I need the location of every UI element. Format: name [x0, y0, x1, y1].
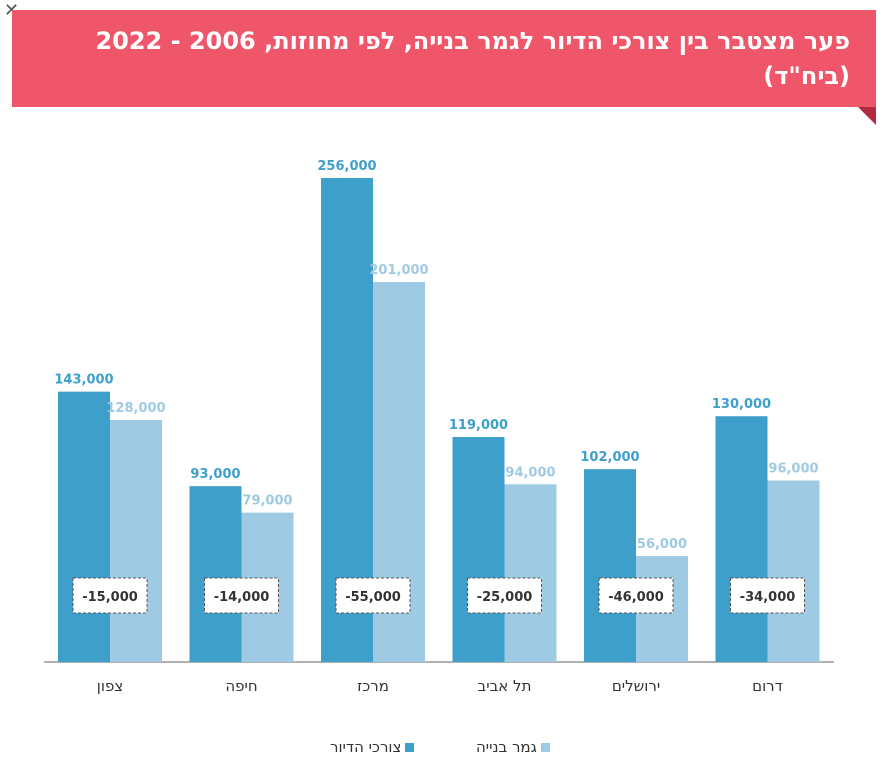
category-label-3: תל אביב [478, 677, 532, 695]
legend-label-series-2: גמר בנייה [476, 738, 537, 756]
gap-box-4 [598, 577, 674, 614]
bar-series-2-5 [767, 480, 820, 662]
category-label-2: מרכז [357, 677, 389, 695]
category-label-1: חיפה [225, 677, 257, 695]
data-label-series-2-2: 201,000 [369, 263, 428, 278]
data-label-series-1-4: 102,000 [580, 450, 639, 465]
category-label-5: דרום [752, 677, 783, 695]
gap-label-0: -15,000 [82, 590, 138, 605]
gap-box-0 [72, 577, 148, 614]
chart-title: פער מצטבר בין צורכי הדיור לגמר בנייה, לפ… [95, 27, 850, 90]
gap-label-4: -46,000 [608, 590, 664, 605]
category-label-4: ירושלים [612, 677, 660, 695]
gap-box-3 [467, 577, 542, 614]
gap-box-2 [335, 577, 411, 614]
data-label-series-2-5: 96,000 [768, 462, 818, 477]
bar-series-1-1 [189, 486, 242, 662]
gap-box-1 [204, 577, 279, 614]
data-label-series-1-0: 143,000 [54, 373, 113, 388]
legend-label-series-1: צורכי הדיור [330, 738, 402, 756]
legend-item-series-2: גמר בנייה [476, 738, 550, 756]
legend-item-series-1: צורכי הדיור [330, 738, 415, 756]
title-banner [12, 10, 876, 107]
gap-box-5 [730, 577, 805, 614]
bar-series-2-0 [110, 420, 162, 662]
legend: צורכי הדיור גמר בנייה [0, 738, 884, 762]
data-label-series-1-3: 119,000 [449, 418, 508, 433]
data-label-series-1-5: 130,000 [712, 397, 771, 412]
bar-series-1-0 [58, 391, 110, 662]
bar-series-1-4 [584, 469, 636, 662]
legend-swatch-series-1 [405, 742, 415, 752]
data-label-series-2-3: 94,000 [505, 465, 555, 480]
bar-series-1-5 [715, 416, 768, 662]
data-label-series-2-1: 79,000 [242, 494, 292, 509]
gap-label-1: -14,000 [214, 590, 270, 605]
data-label-series-1-1: 93,000 [190, 467, 240, 482]
data-label-series-2-0: 128,000 [106, 401, 165, 416]
gap-label-2: -55,000 [345, 590, 401, 605]
category-label-0: צפון [97, 677, 123, 695]
legend-swatch-series-2 [540, 742, 550, 752]
banner-fold-decoration [858, 107, 876, 125]
data-label-series-1-2: 256,000 [317, 159, 376, 174]
bar-series-2-3 [504, 484, 557, 662]
data-label-series-2-4: 56,000 [637, 537, 687, 552]
bar-series-1-3 [452, 437, 505, 662]
gap-label-5: -34,000 [740, 590, 796, 605]
gap-label-3: -25,000 [477, 590, 533, 605]
